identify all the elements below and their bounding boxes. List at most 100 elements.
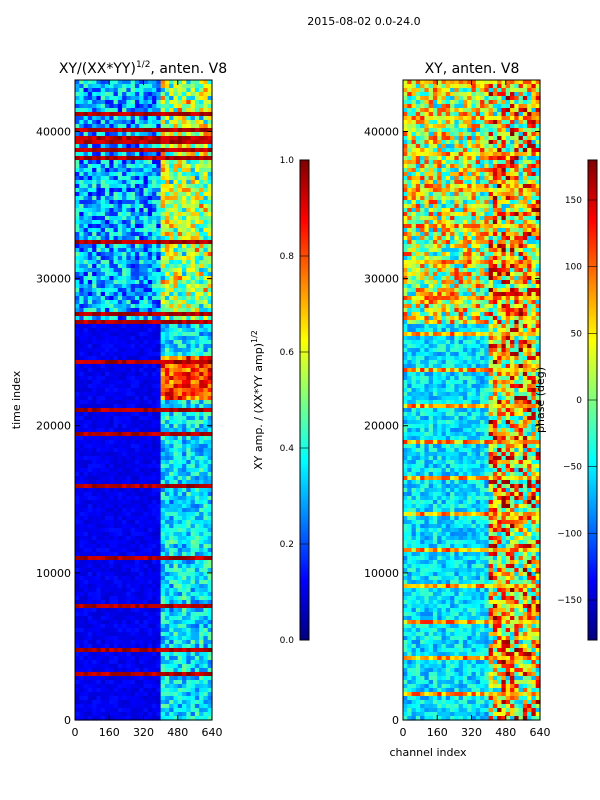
heatmap-cell <box>96 588 102 593</box>
heatmap-cell <box>152 700 157 705</box>
heatmap-cell <box>147 160 153 165</box>
heatmap-cell <box>203 456 209 461</box>
heatmap-cell <box>92 188 98 193</box>
heatmap-cell <box>143 612 149 617</box>
heatmap-cell <box>143 108 149 113</box>
heatmap-cell <box>182 656 187 661</box>
heatmap-cell <box>186 268 192 273</box>
heatmap-cell <box>186 568 192 573</box>
heatmap-cell <box>203 656 209 661</box>
heatmap-cell <box>199 96 205 101</box>
heatmap-cell <box>190 172 196 177</box>
heatmap-cell <box>177 264 183 269</box>
heatmap-cell <box>186 388 192 393</box>
heatmap-cell <box>134 448 140 453</box>
heatmap-cell <box>147 360 153 365</box>
heatmap-cell <box>139 352 145 357</box>
heatmap-cell <box>147 352 153 357</box>
heatmap-cell <box>199 688 205 693</box>
heatmap-cell <box>117 688 123 693</box>
heatmap-cell <box>122 152 127 157</box>
heatmap-cell <box>96 568 102 573</box>
heatmap-cell <box>79 120 85 125</box>
heatmap-cell <box>177 244 183 249</box>
heatmap-cell <box>87 192 93 197</box>
heatmap-cell <box>190 576 196 581</box>
heatmap-cell <box>130 164 136 169</box>
heatmap-cell <box>147 632 153 637</box>
heatmap-cell <box>207 240 213 245</box>
heatmap-cell <box>117 124 123 129</box>
heatmap-cell <box>194 196 200 201</box>
heatmap-cell <box>199 480 205 485</box>
heatmap-cell <box>100 352 106 357</box>
heatmap-cell <box>87 580 93 585</box>
heatmap-cell <box>92 208 98 213</box>
heatmap-cell <box>152 396 157 401</box>
heatmap-cell <box>87 668 93 673</box>
heatmap-cell <box>156 520 162 525</box>
heatmap-cell <box>122 180 127 185</box>
heatmap-cell <box>186 308 192 313</box>
heatmap-cell <box>199 656 205 661</box>
heatmap-cell <box>130 176 136 181</box>
heatmap-cell <box>173 700 179 705</box>
heatmap-cell <box>199 292 205 297</box>
heatmap-cell <box>152 568 157 573</box>
heatmap-cell <box>147 440 153 445</box>
heatmap-cell <box>186 672 192 677</box>
heatmap-cell <box>122 360 127 365</box>
heatmap-cell <box>100 272 106 277</box>
heatmap-cell <box>143 436 149 441</box>
heatmap-cell <box>79 600 85 605</box>
heatmap-cell <box>113 664 119 669</box>
heatmap-cell <box>109 296 115 301</box>
heatmap-cell <box>199 460 205 465</box>
heatmap-cell <box>92 96 98 101</box>
heatmap-cell <box>109 500 115 505</box>
heatmap-cell <box>194 380 200 385</box>
heatmap-cell <box>156 680 162 685</box>
heatmap-cell <box>143 536 149 541</box>
heatmap-cell <box>169 312 175 317</box>
heatmap-cell <box>203 624 209 629</box>
heatmap-cell <box>96 664 102 669</box>
heatmap-cell <box>87 536 93 541</box>
heatmap-cell <box>75 144 80 149</box>
heatmap-cell <box>113 476 119 481</box>
heatmap-cell <box>96 380 102 385</box>
heatmap-cell <box>130 420 136 425</box>
heatmap-cell <box>109 424 115 429</box>
heatmap-cell <box>186 500 192 505</box>
heatmap-cell <box>152 344 157 349</box>
heatmap-cell <box>152 316 157 321</box>
heatmap-cell <box>156 544 162 549</box>
heatmap-cell <box>75 380 80 385</box>
heatmap-cell <box>117 80 123 85</box>
heatmap-cell <box>173 256 179 261</box>
heatmap-cell <box>199 532 205 537</box>
heatmap-cell <box>130 564 136 569</box>
heatmap-cell <box>177 412 183 417</box>
heatmap-cell <box>87 460 93 465</box>
heatmap-cell <box>199 420 205 425</box>
heatmap-cell <box>207 684 213 689</box>
heatmap-cell <box>109 476 115 481</box>
heatmap-cell <box>182 404 187 409</box>
heatmap-cell <box>173 616 179 621</box>
heatmap-cell <box>75 156 80 161</box>
heatmap-cell <box>87 256 93 261</box>
heatmap-cell <box>113 564 119 569</box>
heatmap-cell <box>113 688 119 693</box>
heatmap-cell <box>134 432 140 437</box>
heatmap-cell <box>186 628 192 633</box>
heatmap-cell <box>87 628 93 633</box>
heatmap-cell <box>100 596 106 601</box>
heatmap-cell <box>147 252 153 257</box>
heatmap-cell <box>203 260 209 265</box>
heatmap-cell <box>190 296 196 301</box>
heatmap-cell <box>87 252 93 257</box>
heatmap-cell <box>199 88 205 93</box>
heatmap-cell <box>152 240 157 245</box>
heatmap-cell <box>126 512 132 517</box>
